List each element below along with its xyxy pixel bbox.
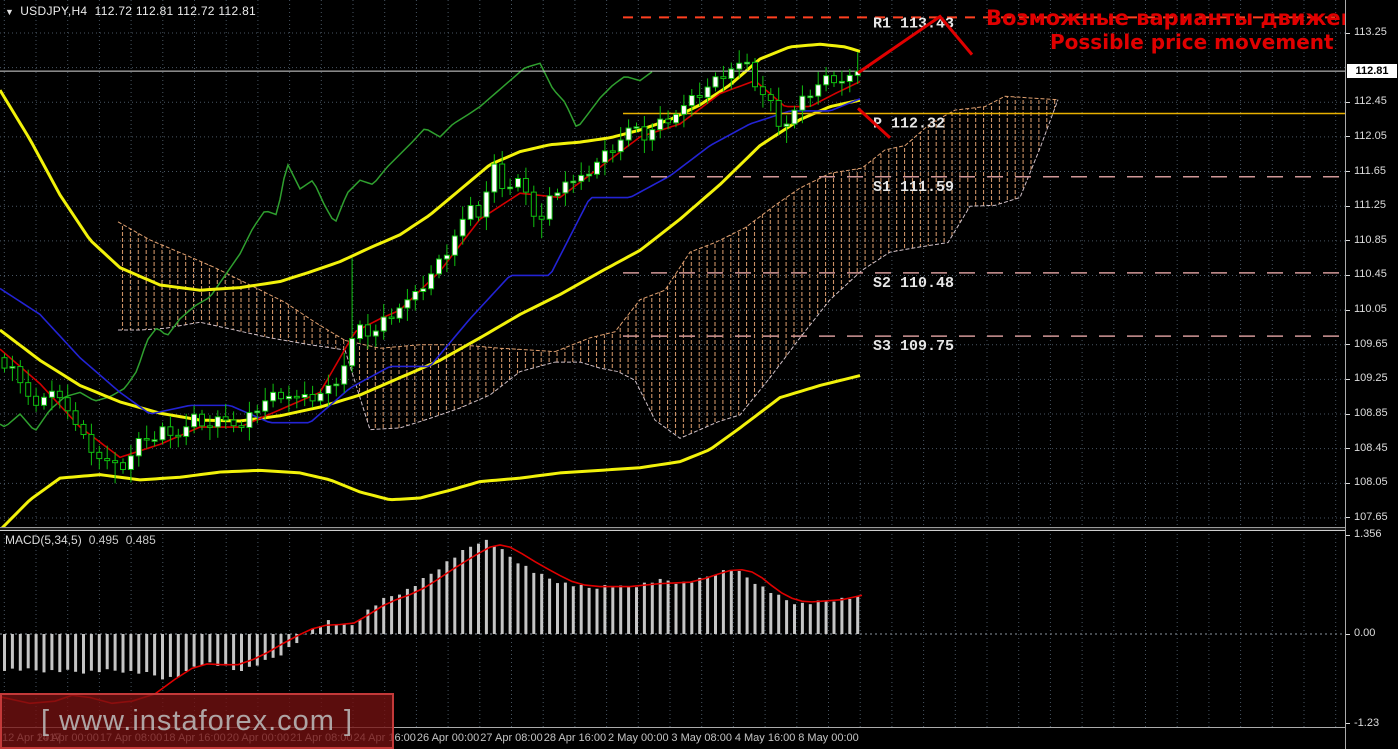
- price-tick-tick: [1346, 205, 1350, 207]
- macd-tick-tick: [1346, 534, 1350, 536]
- macd-signal-line: [0, 544, 863, 705]
- price-tick-tick: [1346, 309, 1350, 311]
- kijun-sen: [0, 98, 861, 424]
- macd-indicator-label: MACD(5,34,5) 0.495 0.485: [5, 533, 156, 547]
- senkou-span-b: [344, 349, 556, 431]
- price-tick: 107.65: [1354, 510, 1388, 523]
- price-tick: 110.45: [1354, 268, 1387, 281]
- price-tick: 111.25: [1354, 199, 1387, 212]
- pivot-label-S3: S3 109.75: [873, 338, 954, 355]
- annotation-ru: Возможные варианты движения цены: [986, 6, 1345, 30]
- watermark-text: [ www.instaforex.com ]: [40, 704, 354, 737]
- macd-value-2: 0.485: [125, 533, 156, 547]
- price-tick: 108.45: [1354, 441, 1388, 454]
- time-label: 26 Apr 00:00: [416, 732, 480, 744]
- price-pane[interactable]: R1 113.43 P 112.32 S1 111.59 S2 110.48 S3 10…: [0, 0, 1345, 527]
- symbol-dropdown-caret[interactable]: ▼: [5, 7, 15, 17]
- senkou-span-a: [554, 95, 1059, 353]
- pivot-label-S2: S2 110.48: [873, 275, 954, 292]
- price-tick-tick: [1346, 32, 1350, 34]
- macd-histogram: [3, 539, 860, 680]
- macd-tick-tick: [1346, 723, 1350, 725]
- price-tick: 110.85: [1354, 233, 1387, 246]
- price-tick: 112.05: [1354, 129, 1387, 142]
- price-axis[interactable]: 112.81 113.25 112.45 112.05 111.65 111.25 110…: [1345, 0, 1398, 749]
- senkou-span-b: [555, 99, 1059, 439]
- ichimoku-cloud: [118, 221, 345, 350]
- macd-tick: 0.00: [1354, 627, 1376, 639]
- senkou-span-a: [117, 221, 346, 341]
- symbol-ohlc: 112.72 112.81 112.72 112.81: [94, 4, 257, 18]
- annotation-en: Possible price movement: [1050, 30, 1334, 54]
- candles: [1, 50, 861, 484]
- forecast-arrow-1: [857, 14, 974, 75]
- time-label: 27 Apr 08:00: [480, 732, 543, 744]
- ichimoku-cloud: [555, 96, 1058, 439]
- senkou-span-a: [344, 339, 556, 353]
- macd-value-1: 0.495: [88, 533, 119, 547]
- bollinger-upper-band: [0, 42, 861, 292]
- ichimoku-cloud: [345, 340, 555, 430]
- price-tick-tick: [1346, 171, 1350, 173]
- price-tick: 112.45: [1354, 95, 1387, 108]
- price-tick-tick: [1346, 136, 1350, 138]
- price-tick-tick: [1346, 378, 1350, 380]
- price-tick: 108.05: [1354, 476, 1388, 489]
- current-price-tag: 112.81: [1347, 64, 1397, 79]
- price-tick: 111.65: [1354, 164, 1387, 177]
- price-tick-tick: [1346, 482, 1350, 484]
- price-tick-tick: [1346, 344, 1350, 346]
- price-tick: 113.25: [1354, 26, 1387, 38]
- macd-tick: 1.356: [1354, 528, 1382, 540]
- senkou-span-b: [118, 321, 346, 351]
- time-label: 3 May 08:00: [671, 732, 732, 744]
- pane-separator[interactable]: [0, 527, 1345, 530]
- pivot-label-S1: S1 111.59: [873, 179, 954, 196]
- time-label: 28 Apr 16:00: [543, 732, 607, 744]
- price-tick: 108.85: [1354, 407, 1388, 420]
- macd-tick: -1.23: [1354, 716, 1380, 729]
- time-label: 2 May 00:00: [608, 732, 669, 744]
- forecast-arrow-2: [856, 107, 892, 139]
- price-tick-tick: [1346, 101, 1350, 103]
- bollinger-lower-band: [0, 374, 861, 527]
- price-tick: 109.65: [1354, 337, 1388, 350]
- pivot-label-P: P 112.32: [873, 116, 945, 133]
- price-tick: 109.25: [1354, 372, 1388, 385]
- watermark: [ www.instaforex.com ]: [0, 693, 394, 749]
- price-tick-tick: [1346, 517, 1350, 519]
- macd-tick-tick: [1346, 633, 1350, 635]
- price-tick-tick: [1346, 240, 1350, 242]
- price-tick-tick: [1346, 448, 1350, 450]
- price-tick: 110.05: [1354, 303, 1387, 316]
- symbol-label: ▼ USDJPY,H4 112.72 112.81 112.72 112.81: [5, 4, 256, 18]
- macd-name: MACD(5,34,5): [5, 533, 82, 547]
- time-label: 4 May 16:00: [734, 732, 796, 744]
- price-tick-tick: [1346, 413, 1350, 415]
- symbol-name: USDJPY,H4: [20, 4, 88, 18]
- price-tick-tick: [1346, 274, 1350, 276]
- time-label: 8 May 00:00: [798, 732, 859, 744]
